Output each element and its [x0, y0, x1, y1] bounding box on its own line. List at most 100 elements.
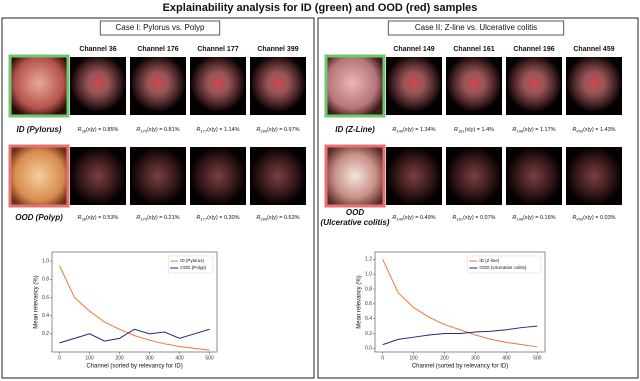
- case-header-box: [387, 20, 565, 36]
- relevance-text: (x|y) = 0.49%: [403, 215, 436, 221]
- channel-heading: Channel 399: [257, 46, 298, 53]
- channel-heading: Channel 196: [513, 46, 554, 53]
- row-label: ID (Pylorus): [17, 125, 62, 134]
- relevance-map: [386, 57, 442, 115]
- channel-heading: Channel 177: [197, 46, 238, 53]
- relevance-map: [130, 57, 186, 115]
- relevance-text: (x|y) = 0.03%: [583, 215, 616, 221]
- sample-image: [8, 144, 70, 208]
- x-tick-label: 0: [381, 355, 384, 361]
- relevance-value: R149(x|y) = 1.34%: [392, 127, 435, 133]
- relevance-text: (x|y) = 1.34%: [403, 127, 436, 133]
- relevance-text: (x|y) = 0.16%: [523, 215, 556, 221]
- relevance-text: (x|y) = 0.21%: [147, 215, 180, 221]
- relevance-text: (x|y) = 0.53%: [86, 215, 119, 221]
- relevance-value: R177(x|y) = 1.14%: [196, 127, 239, 133]
- channel-heading: Channel 36: [79, 46, 116, 53]
- relevance-text: (x|y) = 1.17%: [523, 127, 556, 133]
- relevance-subscript: 196: [516, 217, 523, 222]
- relevance-subscript: 36: [82, 217, 87, 222]
- y-tick-label: 1.2: [365, 257, 372, 263]
- relevance-value: R149(x|y) = 0.49%: [392, 215, 435, 221]
- y-tick-label: 0.8: [42, 277, 49, 283]
- legend-box: [467, 255, 542, 274]
- relevance-subscript: 459: [576, 129, 583, 134]
- x-tick-label: 100: [85, 355, 94, 361]
- relevance-map: [446, 147, 502, 205]
- relevance-symbol: R: [392, 215, 396, 221]
- relevance-map: [70, 147, 126, 205]
- relevance-map: [190, 57, 246, 115]
- relevance-map: [566, 57, 622, 115]
- relevance-subscript: 149: [396, 129, 403, 134]
- relevance-symbol: R: [78, 127, 82, 133]
- relevance-value: R177(x|y) = 0.30%: [196, 215, 239, 221]
- y-tick-label: 1.0: [42, 258, 49, 264]
- relevance-value: R161(x|y) = 0.07%: [452, 215, 495, 221]
- case-header: Case I: Pylorus vs. Polyp: [116, 23, 205, 32]
- sample-image: [324, 144, 386, 208]
- x-tick-label: 500: [533, 355, 542, 361]
- relevance-map: [70, 57, 126, 115]
- relevance-value: R176(x|y) = 0.81%: [136, 127, 179, 133]
- case-header-box: [99, 20, 221, 36]
- relevance-text: (x|y) = 0.85%: [86, 127, 119, 133]
- relevance-symbol: R: [256, 127, 260, 133]
- relevance-map: [446, 57, 502, 115]
- y-axis-label: Mean relevancy (%): [34, 275, 40, 328]
- channel-heading: Channel 161: [453, 46, 494, 53]
- legend-label: OOD (Ulcerative colitis): [479, 265, 527, 270]
- y-tick-label: 0.2: [42, 331, 49, 337]
- relevance-value: R459(x|y) = 1.43%: [572, 127, 615, 133]
- relevance-subscript: 459: [576, 217, 583, 222]
- x-tick-label: 500: [205, 355, 214, 361]
- relevance-symbol: R: [454, 127, 458, 133]
- relevance-value: R399(x|y) = 0.63%: [256, 215, 299, 221]
- y-tick-label: 0.8: [365, 286, 372, 292]
- relevance-text: (x|y) = 0.63%: [267, 215, 300, 221]
- legend-label: OOD (Polyp): [180, 265, 206, 270]
- relevance-symbol: R: [136, 215, 140, 221]
- relevance-subscript: 161: [456, 217, 463, 222]
- panel-frame: [317, 17, 639, 379]
- channel-heading: Channel 176: [137, 46, 178, 53]
- relevance-map: [386, 147, 442, 205]
- legend-label: ID (Z-line): [479, 258, 500, 263]
- relevance-symbol: R: [136, 127, 140, 133]
- data-line: [59, 265, 210, 351]
- relevance-map: [130, 147, 186, 205]
- relevance-text: (x|y) = 0.30%: [207, 215, 240, 221]
- row-label: OOD (Polyp): [15, 213, 63, 222]
- sample-image: [324, 54, 386, 118]
- relevance-subscript: 177: [200, 129, 207, 134]
- relevance-symbol: R: [512, 215, 516, 221]
- relevance-subscript: 399: [260, 129, 267, 134]
- panel-frame: [1, 17, 315, 379]
- relevance-text: (x|y) = 0.07%: [463, 215, 496, 221]
- data-line: [59, 328, 210, 344]
- relevance-value: R196(x|y) = 0.16%: [512, 215, 555, 221]
- x-tick-label: 300: [145, 355, 154, 361]
- relevance-subscript: 161: [458, 129, 465, 134]
- row-label: ID (Z-Line): [335, 125, 375, 134]
- y-tick-label: 0.6: [42, 295, 49, 301]
- x-axis-label: Channel (sorted by relevancy for ID): [412, 364, 508, 370]
- x-tick-label: 300: [471, 355, 480, 361]
- relevance-value: R459(x|y) = 0.03%: [572, 215, 615, 221]
- x-tick-label: 100: [409, 355, 418, 361]
- relevance-subscript: 196: [516, 129, 523, 134]
- y-tick-label: 0.4: [42, 313, 49, 319]
- legend-label: ID (Pylorus): [180, 258, 204, 263]
- row-label: OOD: [346, 208, 364, 217]
- relevance-value: R36(x|y) = 0.53%: [78, 215, 119, 221]
- relevance-map: [190, 147, 246, 205]
- x-tick-label: 400: [502, 355, 511, 361]
- relevance-value: R36(x|y) = 0.85%: [78, 127, 119, 133]
- relevance-subscript: 399: [260, 217, 267, 222]
- relevance-text: (x|y) = 0.97%: [267, 127, 300, 133]
- y-tick-label: 0.0: [365, 346, 372, 352]
- relevance-text: (x|y) = 1.4%: [465, 127, 495, 133]
- relevance-value: R161(x|y) = 1.4%: [454, 127, 494, 133]
